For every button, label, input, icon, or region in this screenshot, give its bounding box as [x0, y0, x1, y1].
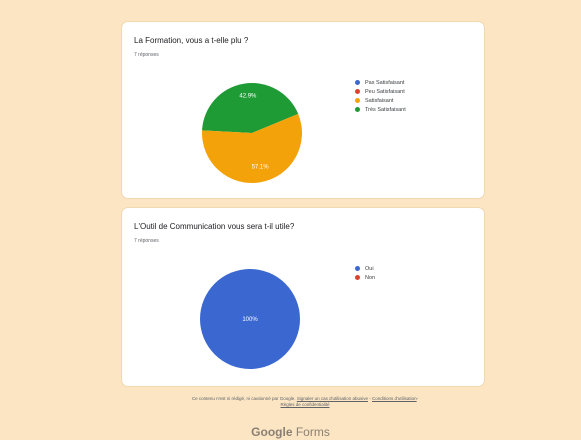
legend: Oui Non	[355, 264, 375, 282]
footer-disclaimer: Ce contenu n'est ni rédigé, ni cautionné…	[191, 396, 296, 401]
report-abuse-link[interactable]: Signaler un cas d'utilisation abusive	[296, 396, 368, 401]
legend-label: Peu Satisfaisant	[365, 88, 405, 95]
legend-item: Non	[355, 273, 375, 282]
legend-dot	[355, 107, 360, 112]
question-card-1: La Formation, vous a t-elle plu ? 7 répo…	[122, 22, 484, 198]
legend-item: Satisfaisant	[355, 96, 406, 105]
legend-label: Oui	[365, 265, 374, 272]
question-title: La Formation, vous a t-elle plu ?	[134, 36, 249, 45]
slice-label: 100%	[242, 317, 258, 323]
legend-dot	[355, 89, 360, 94]
legend-dot	[355, 275, 360, 280]
legend-item: Peu Satisfaisant	[355, 87, 406, 96]
slice-label: 57.1%	[252, 165, 270, 171]
legend-label: Très Satisfaisant	[365, 106, 406, 113]
legend-dot	[355, 266, 360, 271]
legend-item: Pas Satisfaisant	[355, 78, 406, 87]
legend-label: Satisfaisant	[365, 97, 394, 104]
legend-dot	[355, 98, 360, 103]
pie-slice-tr-s-satisfaisant	[202, 83, 299, 133]
slice-label: 42.9%	[239, 94, 257, 100]
response-count: 7 réponses	[134, 52, 159, 58]
pie-chart-outil: 100%	[200, 269, 300, 369]
pie-slice-oui	[200, 269, 300, 369]
legend: Pas Satisfaisant Peu Satisfaisant Satisf…	[355, 78, 406, 114]
footer-separator: -	[369, 396, 371, 401]
pie-slice-satisfaisant	[202, 113, 302, 183]
legend-item: Très Satisfaisant	[355, 105, 406, 114]
response-count: 7 réponses	[134, 238, 159, 244]
terms-link[interactable]: Conditions d'utilisation	[372, 396, 417, 401]
footer: Ce contenu n'est ni rédigé, ni cautionné…	[120, 396, 490, 408]
question-card-2: L'Outil de Communication vous sera t-il …	[122, 208, 484, 386]
legend-item: Oui	[355, 264, 375, 273]
brand-forms: Forms	[295, 425, 330, 439]
footer-separator: -	[416, 396, 419, 401]
google-forms-logo[interactable]: Google Forms	[0, 425, 581, 439]
brand-google: Google	[251, 425, 293, 439]
privacy-link[interactable]: Règles de confidentialité	[280, 402, 330, 407]
pie-chart-formation: 42.9% 57.1%	[202, 83, 302, 183]
legend-dot	[355, 80, 360, 85]
legend-label: Pas Satisfaisant	[365, 79, 405, 86]
question-title: L'Outil de Communication vous sera t-il …	[134, 222, 295, 231]
legend-label: Non	[365, 274, 376, 281]
